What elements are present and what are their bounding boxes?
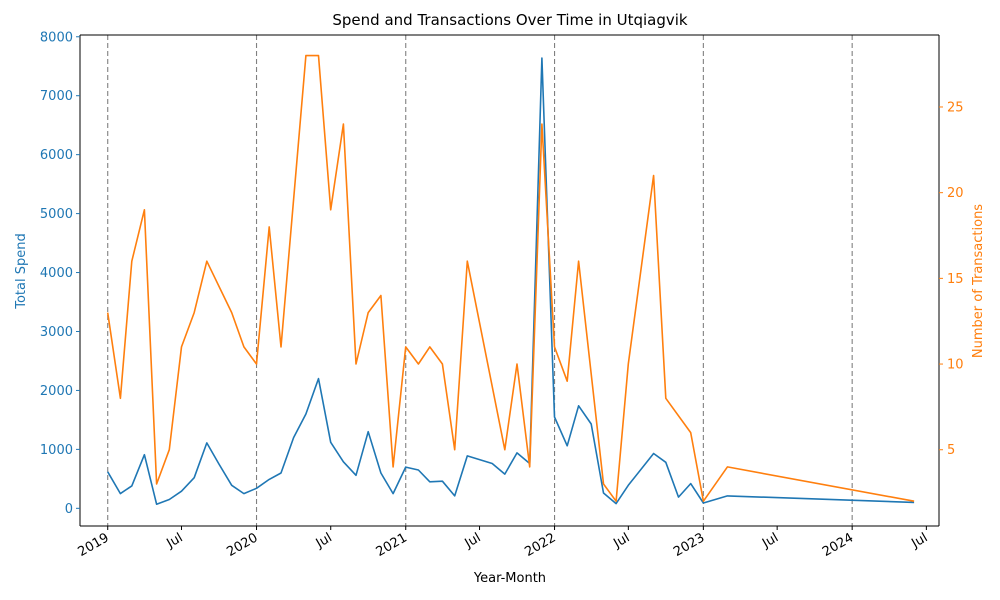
transactions-line xyxy=(106,54,915,503)
right-y-tick-label: 5 xyxy=(947,443,955,458)
x-tick-label: 2020 xyxy=(224,530,260,560)
x-tick-label: Jul xyxy=(759,530,781,551)
right-y-tick-label: 15 xyxy=(947,272,964,287)
left-y-tick-label: 4000 xyxy=(40,266,73,281)
axes-frame xyxy=(79,34,940,527)
right-y-axis-label: Number of Transactions xyxy=(971,204,986,358)
right-y-tick-label: 25 xyxy=(947,100,964,115)
total-spend-line xyxy=(107,57,915,506)
left-y-tick-label: 3000 xyxy=(40,325,73,340)
left-y-tick-label: 2000 xyxy=(40,384,73,399)
x-tick-label: 2021 xyxy=(374,530,410,560)
x-tick-label: Jul xyxy=(610,530,632,551)
left-y-tick-label: 5000 xyxy=(40,207,73,222)
x-axis-label: Year-Month xyxy=(473,571,546,586)
right-y-tick-label: 10 xyxy=(947,358,964,373)
series-layer xyxy=(106,54,915,506)
x-tick-label: 2022 xyxy=(522,530,558,560)
x-tick-label: Jul xyxy=(462,530,484,551)
left-y-tick-label: 8000 xyxy=(40,30,73,45)
right-y-axis-ticks: 5 10 15 20 25 xyxy=(939,100,964,458)
left-y-axis-ticks: 0 1000 2000 3000 4000 5000 6000 7000 8000 xyxy=(40,30,80,517)
x-tick-label: 2023 xyxy=(671,530,707,560)
left-y-tick-label: 6000 xyxy=(40,148,73,163)
chart-title: Spend and Transactions Over Time in Utqi… xyxy=(332,11,688,29)
left-y-tick-label: 7000 xyxy=(40,89,73,104)
left-y-tick-label: 1000 xyxy=(40,443,73,458)
x-tick-label: 2024 xyxy=(820,530,856,560)
x-tick-label: Jul xyxy=(313,530,335,551)
left-y-tick-label: 0 xyxy=(65,502,73,517)
x-tick-label: Jul xyxy=(908,530,930,551)
x-tick-label: Jul xyxy=(164,530,186,551)
x-tick-label: 2019 xyxy=(76,530,112,560)
right-y-tick-label: 20 xyxy=(947,186,964,201)
year-divider-lines xyxy=(107,35,853,526)
left-y-axis-label: Total Spend xyxy=(14,233,29,310)
x-axis-ticks: 2019 Jul 2020 Jul 2021 Jul 2022 Jul 2023 Jul 2024 J… xyxy=(76,526,930,560)
